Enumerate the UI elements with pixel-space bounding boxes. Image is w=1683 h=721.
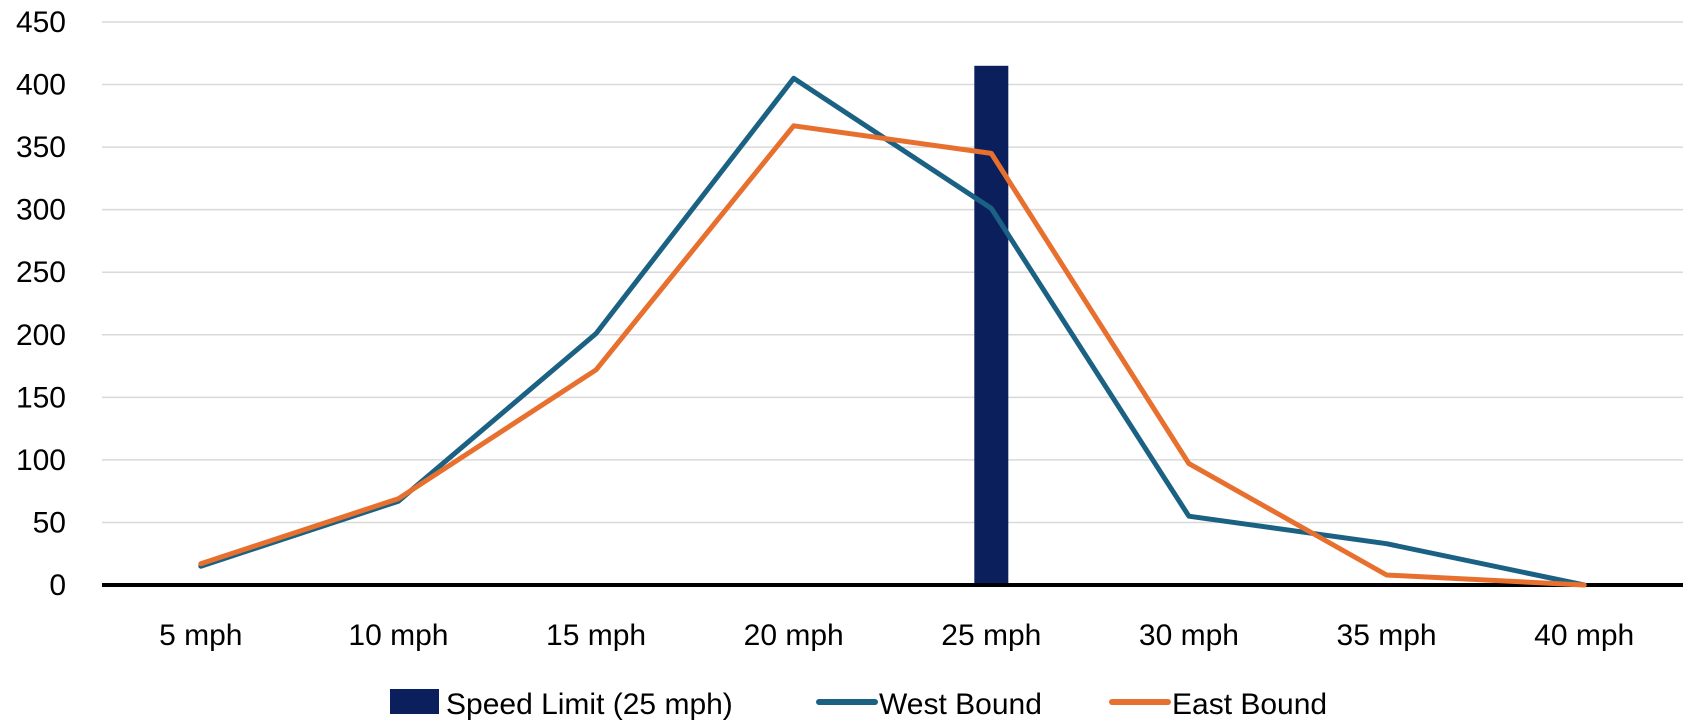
y-tick-label: 100 xyxy=(16,444,66,477)
y-tick-label: 50 xyxy=(33,506,66,539)
legend-label-speed-limit: Speed Limit (25 mph) xyxy=(446,688,733,721)
gridlines xyxy=(102,21,1683,524)
y-tick-label: 400 xyxy=(16,69,66,102)
x-axis-ticks: 5 mph 10 mph 15 mph 20 mph 25 mph 30 mph 35 mp… xyxy=(159,619,1634,652)
speed-limit-bar xyxy=(974,65,1009,586)
legend-label-west-bound: West Bound xyxy=(879,688,1042,721)
speed-limit-bar-group xyxy=(974,65,1009,586)
series-lines xyxy=(198,75,1587,588)
y-tick-label: 150 xyxy=(16,381,66,414)
y-axis-ticks: 0 50 100 150 200 250 300 350 400 450 xyxy=(16,6,66,602)
legend: Speed Limit (25 mph) West Bound East Bou… xyxy=(390,688,1327,721)
x-tick-label: 25 mph xyxy=(941,619,1041,652)
x-tick-label: 30 mph xyxy=(1139,619,1239,652)
series-line-west-bound xyxy=(198,75,1587,588)
x-tick-label: 40 mph xyxy=(1534,619,1634,652)
legend-label-east-bound: East Bound xyxy=(1172,688,1327,721)
y-tick-label: 300 xyxy=(16,194,66,227)
y-tick-label: 350 xyxy=(16,131,66,164)
x-tick-label: 15 mph xyxy=(546,619,646,652)
x-tick-label: 20 mph xyxy=(744,619,844,652)
y-tick-label: 450 xyxy=(16,6,66,39)
x-tick-label: 10 mph xyxy=(348,619,448,652)
y-tick-label: 200 xyxy=(16,319,66,352)
x-tick-label: 5 mph xyxy=(159,619,242,652)
y-tick-label: 0 xyxy=(49,569,66,602)
series-line-east-bound xyxy=(198,123,1587,588)
legend-swatch-speed-limit xyxy=(390,689,439,714)
y-tick-label: 250 xyxy=(16,256,66,289)
x-tick-label: 35 mph xyxy=(1337,619,1437,652)
